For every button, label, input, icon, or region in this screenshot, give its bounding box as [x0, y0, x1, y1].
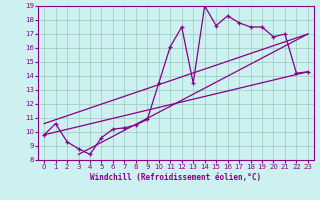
X-axis label: Windchill (Refroidissement éolien,°C): Windchill (Refroidissement éolien,°C) — [91, 173, 261, 182]
